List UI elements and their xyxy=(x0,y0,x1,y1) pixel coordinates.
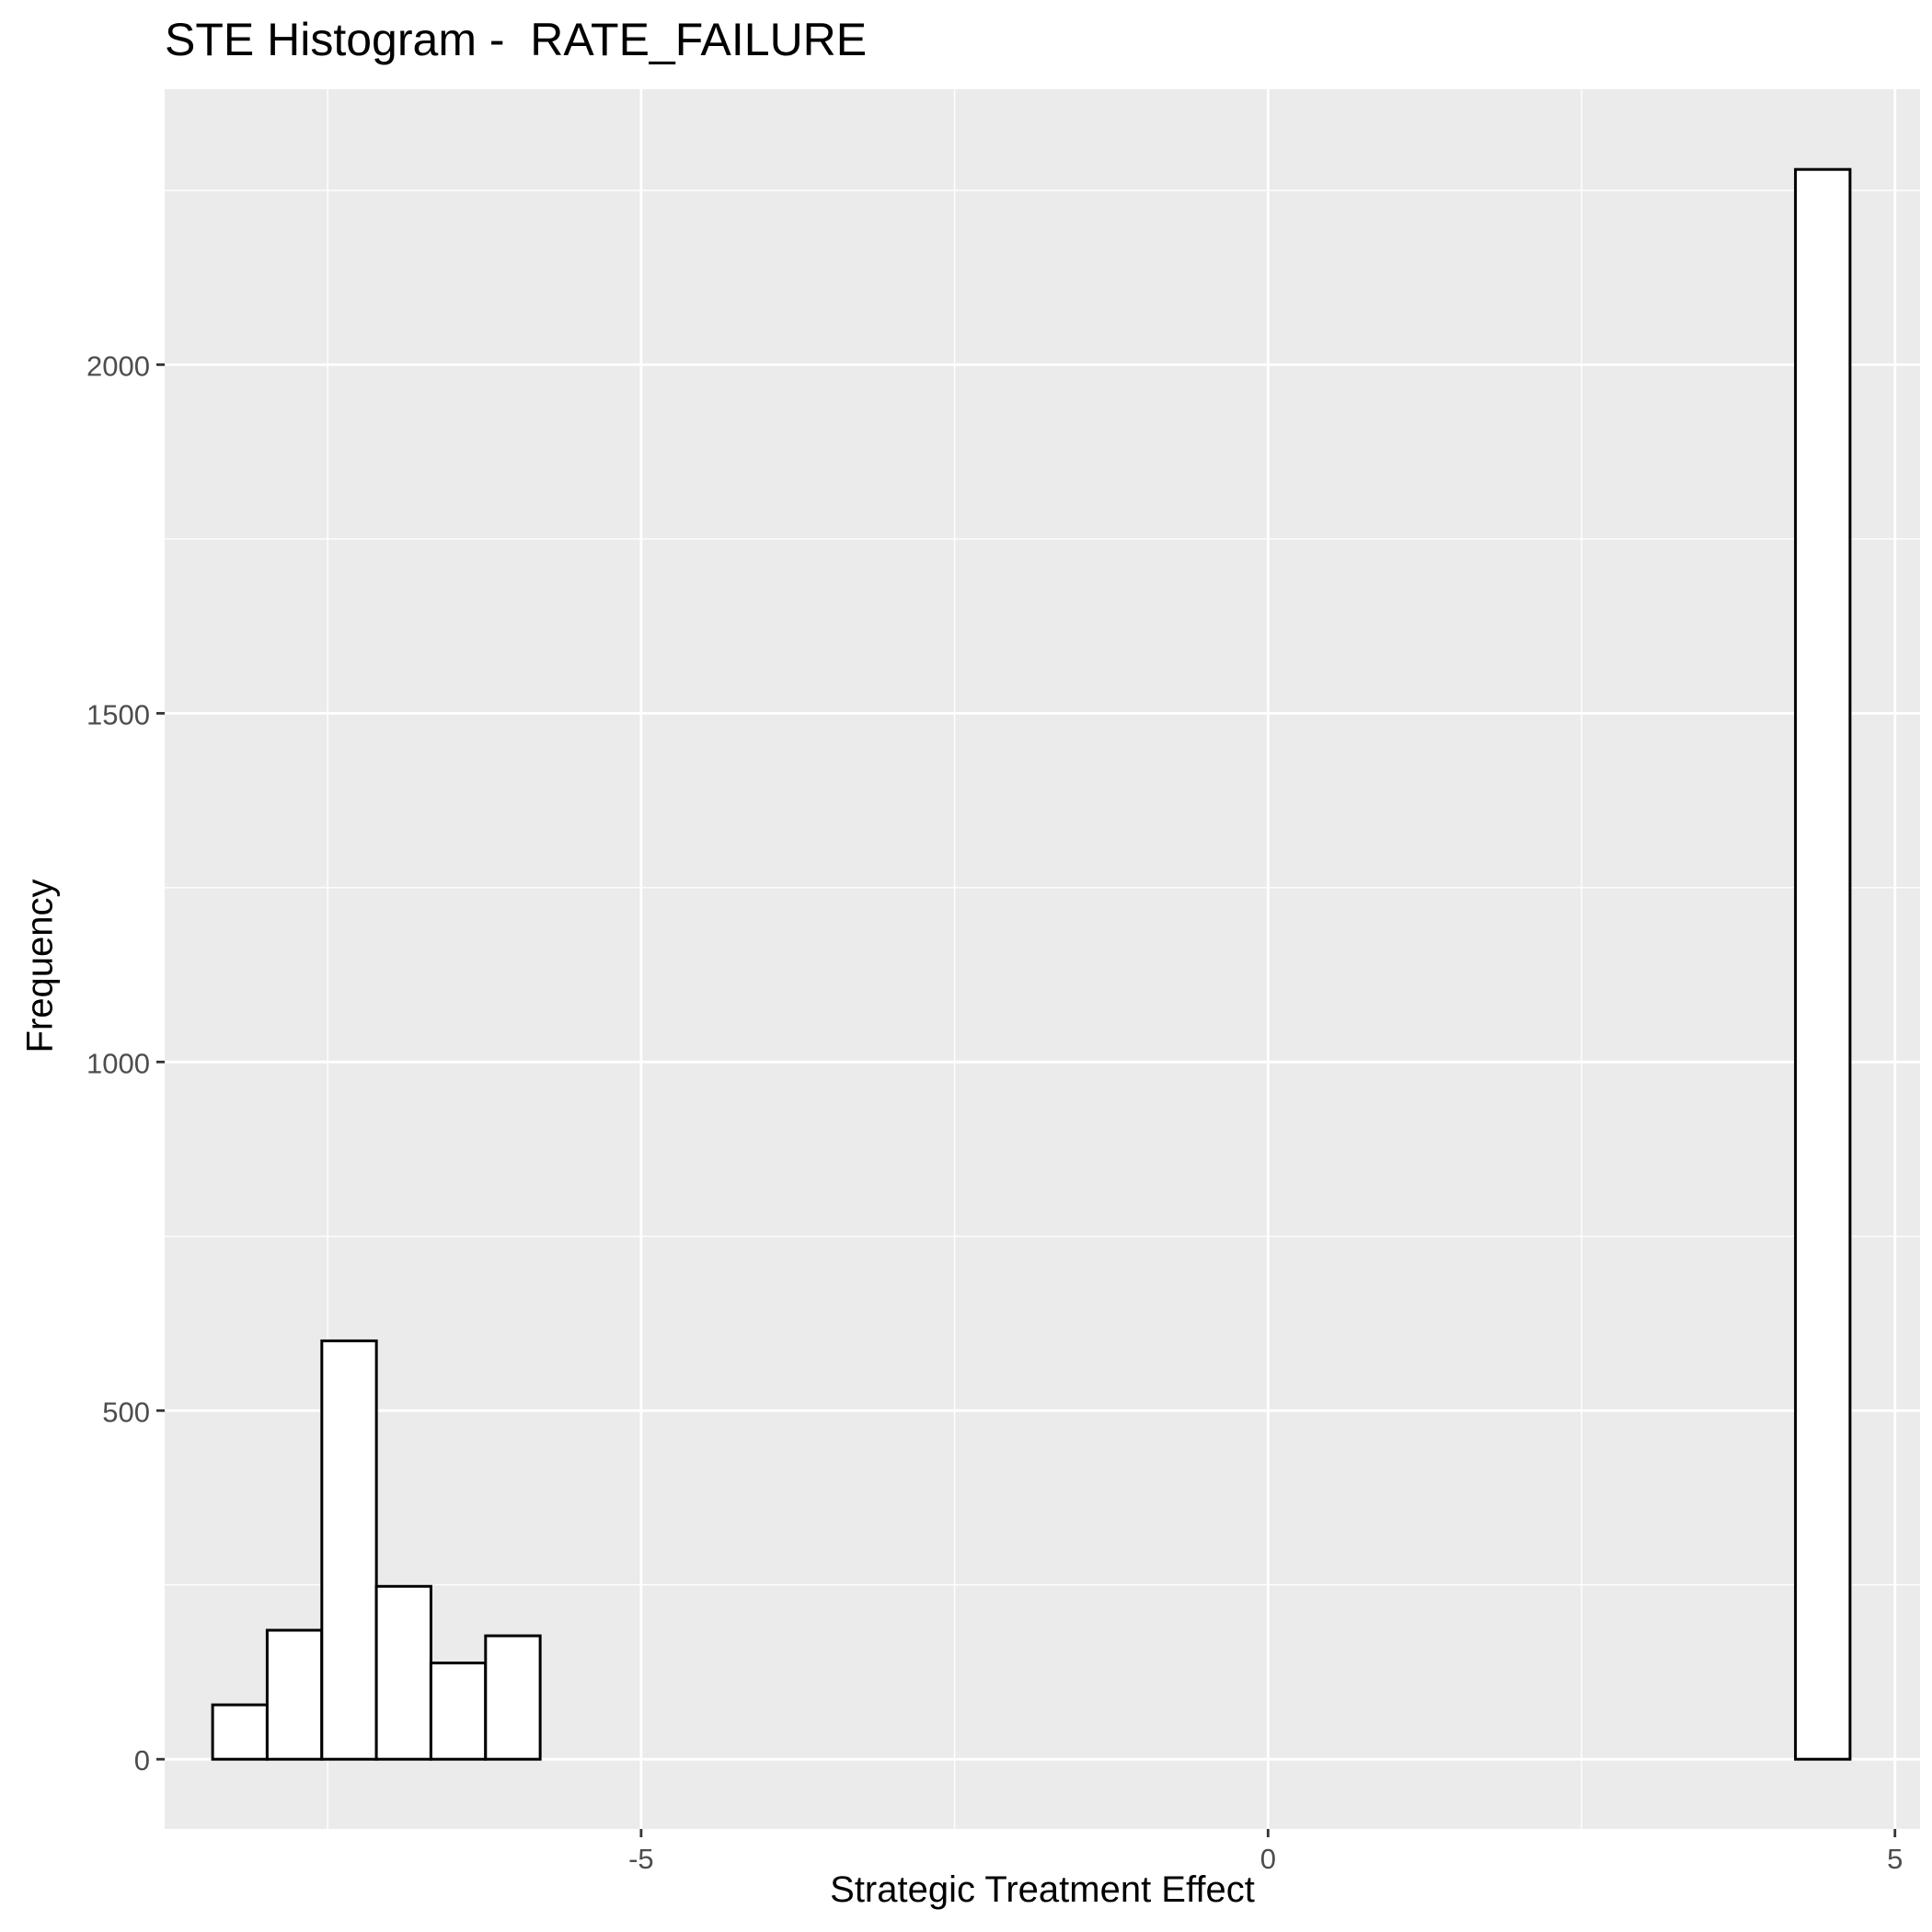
y-tick-label: 2000 xyxy=(86,350,150,382)
histogram-bar xyxy=(429,1662,488,1761)
histogram-bar xyxy=(320,1339,378,1761)
major-gridlines xyxy=(165,89,1920,1829)
x-axis: -5 0 5 xyxy=(628,1829,1903,1875)
x-axis-label: Strategic Treatment Effect xyxy=(830,1869,1255,1910)
histogram-bar xyxy=(211,1703,269,1761)
x-tick-label: 5 xyxy=(1887,1843,1903,1875)
y-tick-label: 1000 xyxy=(86,1047,150,1079)
y-tick-label: 0 xyxy=(134,1744,150,1777)
histogram-bar xyxy=(374,1584,432,1761)
plot-panel xyxy=(165,89,1920,1829)
y-tick-label: 500 xyxy=(102,1396,150,1428)
histogram-bar xyxy=(484,1634,542,1761)
y-tick-label: 1500 xyxy=(86,698,150,730)
y-axis: 0 500 1000 1500 2000 xyxy=(86,350,165,1777)
histogram-bars xyxy=(211,167,1852,1761)
x-tick-label: 0 xyxy=(1260,1843,1276,1875)
y-axis-label: Frequency xyxy=(19,879,61,1053)
histogram-bar xyxy=(265,1628,324,1761)
chart-title: STE Histogram - RATE_FAILURE xyxy=(165,14,868,65)
x-tick-label: -5 xyxy=(628,1843,654,1875)
histogram-bar xyxy=(1794,167,1852,1761)
